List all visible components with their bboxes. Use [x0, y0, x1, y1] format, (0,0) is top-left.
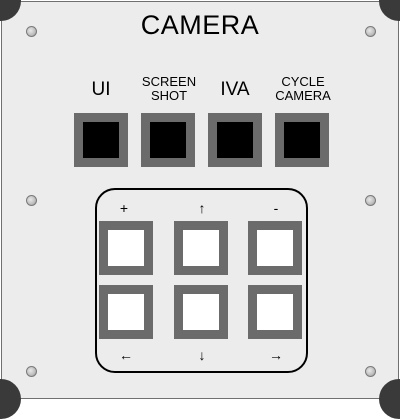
button-face: [217, 122, 253, 158]
arrow-up-icon: ↑: [198, 200, 206, 216]
ui-button[interactable]: [74, 113, 128, 167]
camera-control-pad: [95, 188, 308, 373]
arrow-right-icon: →: [269, 347, 283, 363]
panel-title: CAMERA: [140, 10, 260, 40]
screenshot-button[interactable]: [141, 113, 195, 167]
screw-icon: [365, 26, 376, 37]
pan-up-button[interactable]: [174, 221, 228, 275]
zoom-out-button[interactable]: [248, 221, 302, 275]
button-face: [257, 294, 293, 330]
screw-icon: [365, 195, 376, 206]
screw-icon: [365, 366, 376, 377]
arrow-left-icon: ←: [119, 347, 133, 363]
button-face: [284, 122, 320, 158]
screenshot-button-label: SCREEN SHOT: [141, 74, 197, 103]
pan-left-button[interactable]: [99, 285, 153, 339]
arrow-down-icon: ↓: [198, 347, 206, 363]
zoom-in-icon: +: [119, 200, 129, 216]
button-face: [150, 122, 186, 158]
button-face: [183, 230, 219, 266]
pan-down-button[interactable]: [174, 285, 228, 339]
pan-right-button[interactable]: [248, 285, 302, 339]
ui-button-label: UI: [91, 79, 111, 100]
zoom-in-button[interactable]: [99, 221, 153, 275]
button-face: [257, 230, 293, 266]
iva-button-label: IVA: [220, 79, 250, 100]
cycle-camera-button[interactable]: [275, 113, 329, 167]
corner-notch: [0, 379, 21, 419]
iva-button[interactable]: [208, 113, 262, 167]
button-face: [183, 294, 219, 330]
button-face: [83, 122, 119, 158]
screw-icon: [26, 366, 37, 377]
cycle-camera-button-label: CYCLE CAMERA: [275, 74, 331, 103]
button-face: [108, 294, 144, 330]
corner-notch: [379, 379, 400, 419]
zoom-out-icon: -: [273, 200, 279, 216]
screw-icon: [26, 195, 37, 206]
screw-icon: [26, 26, 37, 37]
button-face: [108, 230, 144, 266]
